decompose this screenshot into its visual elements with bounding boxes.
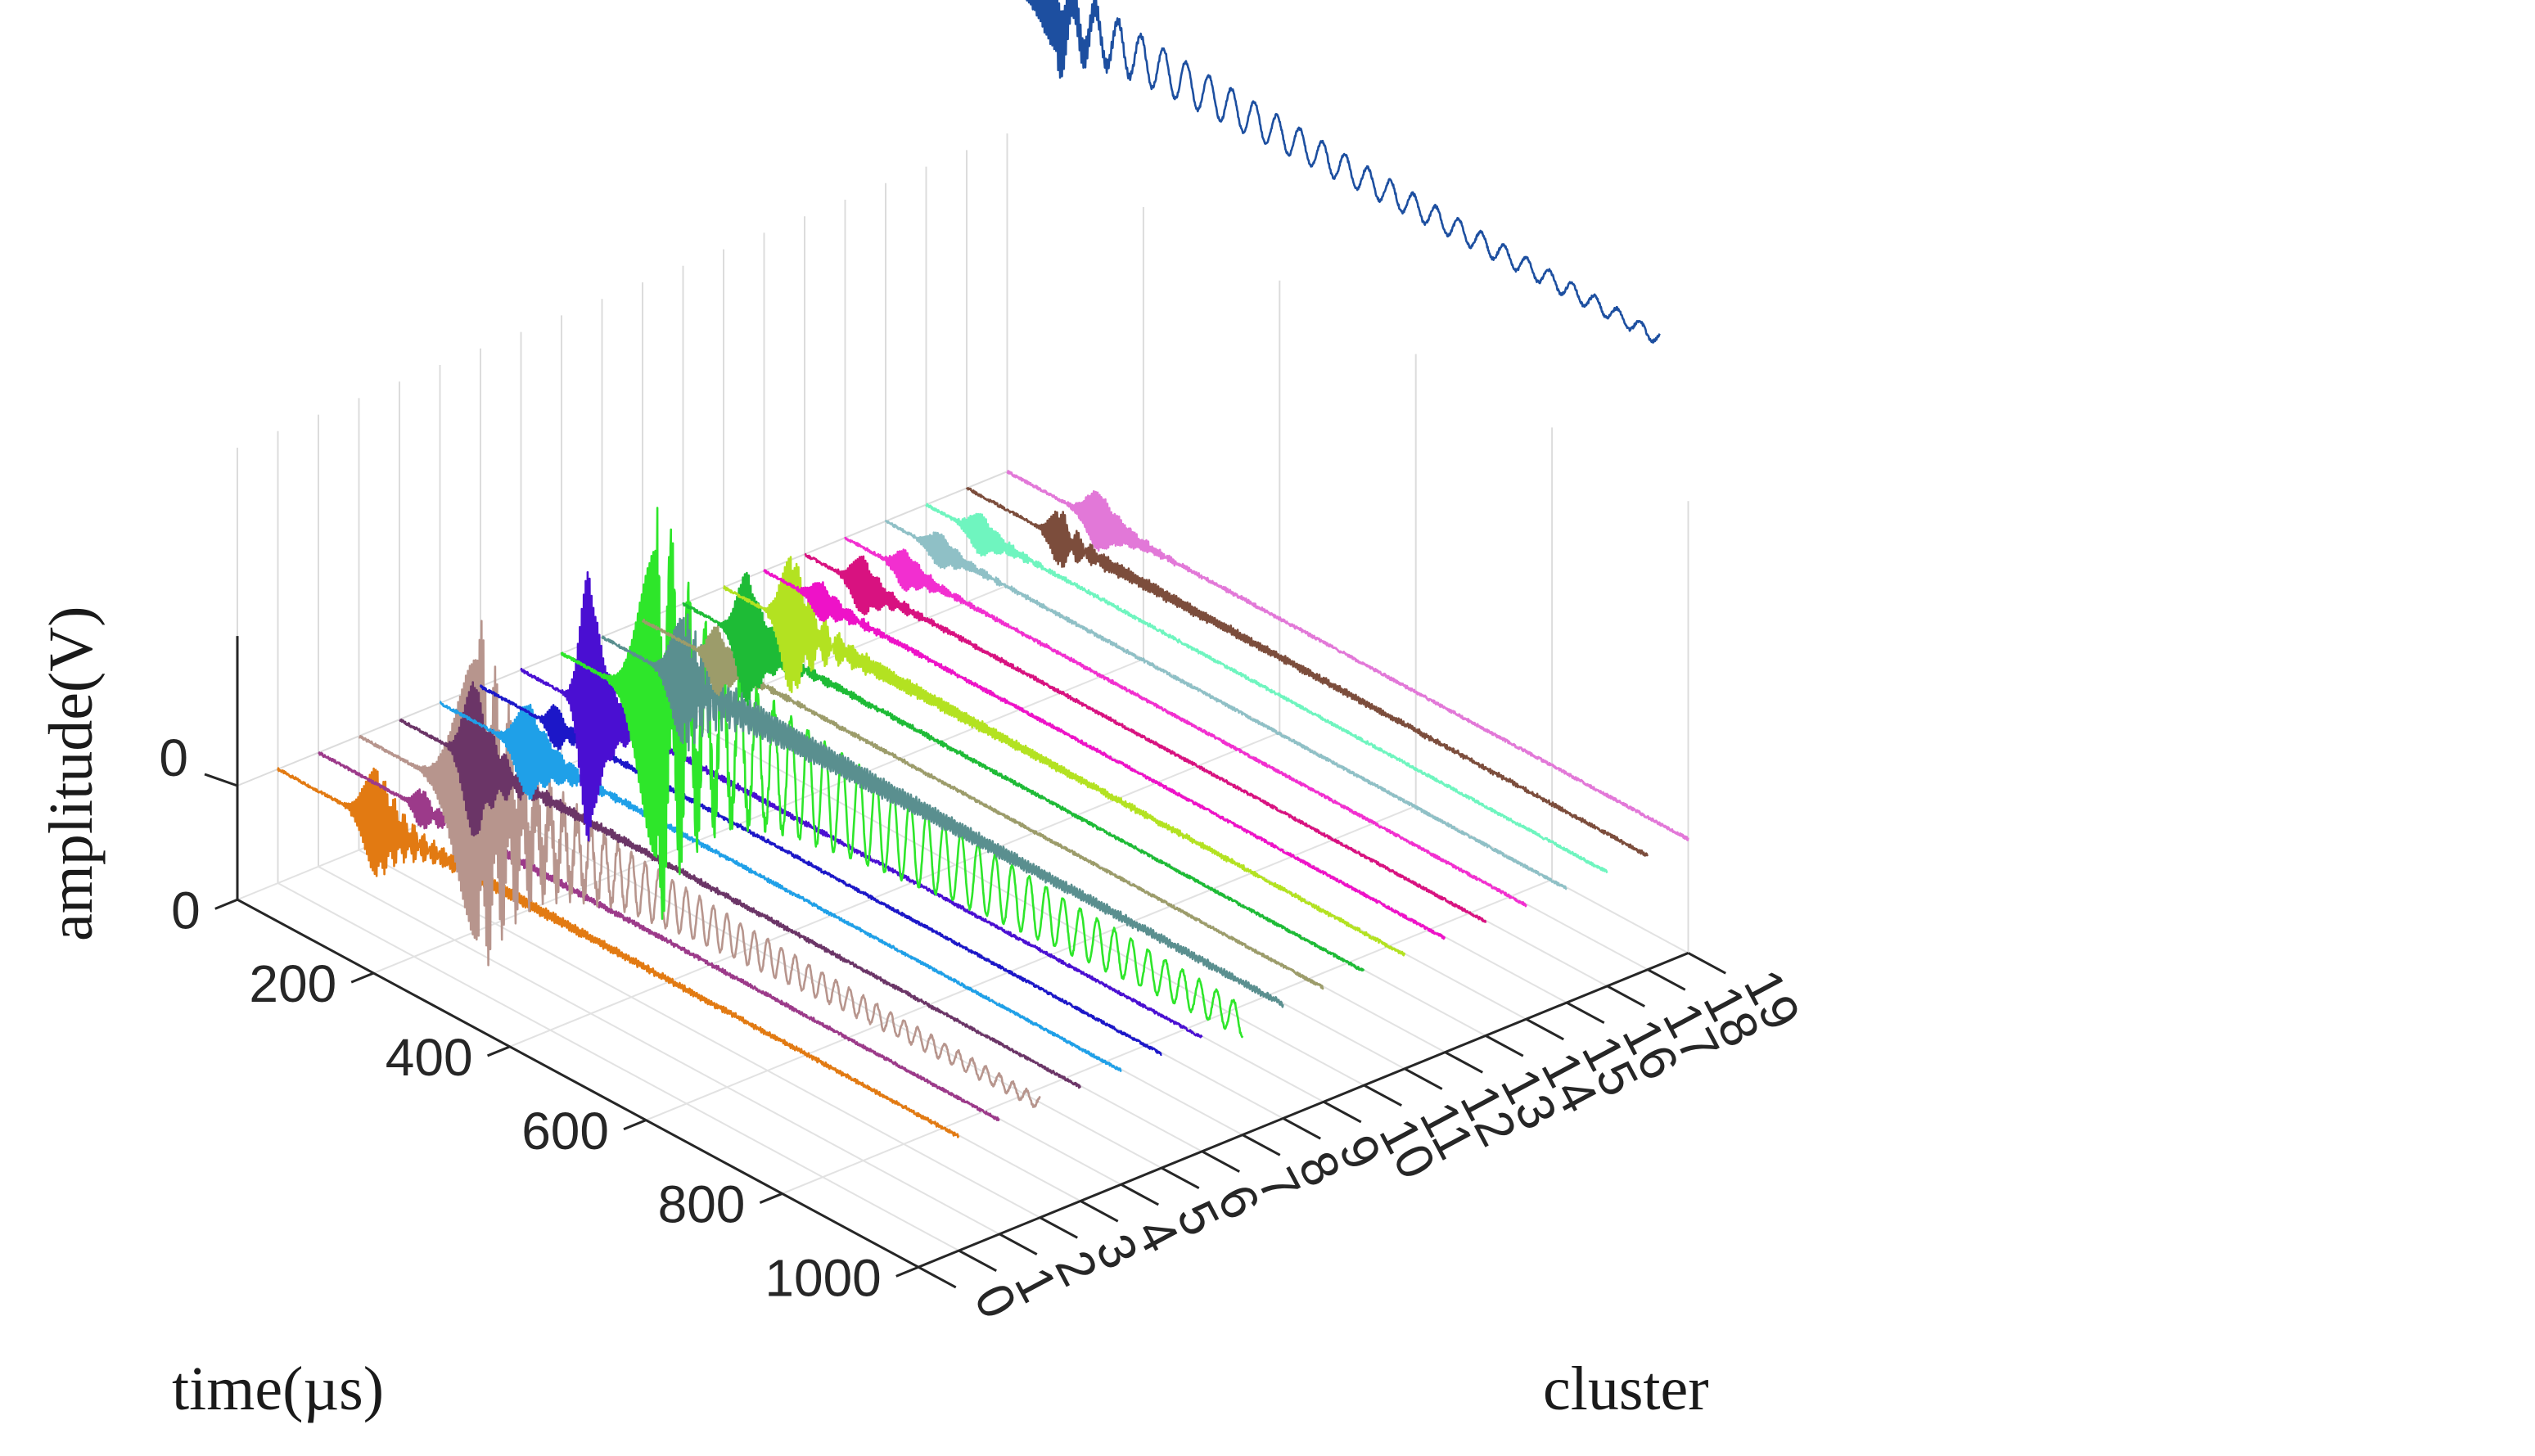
trace-cluster-4 — [399, 681, 1082, 1089]
cluster-tick — [918, 1265, 957, 1289]
trace-cluster-1 — [277, 767, 960, 1138]
time-tick-label: 400 — [386, 1028, 473, 1087]
grid-line-floor — [318, 865, 1000, 1235]
grid-line-floor — [683, 717, 1364, 1086]
cluster-tick — [1485, 1035, 1524, 1057]
cluster-tick — [1323, 1100, 1362, 1124]
trace-cluster-12 — [723, 556, 1406, 957]
time-tick — [895, 1265, 919, 1278]
cluster-tick — [1606, 985, 1645, 1007]
trace-cluster-19 — [1006, 470, 1689, 841]
trace-cluster-5 — [439, 701, 1122, 1073]
axes-layer — [236, 636, 1689, 1269]
traces-layer — [277, 0, 1689, 1138]
grid-line-floor — [277, 882, 959, 1251]
time-tick — [487, 1045, 511, 1057]
cluster-tick — [999, 1233, 1038, 1255]
cluster-tick — [1201, 1150, 1240, 1173]
amplitude-tick — [204, 773, 238, 787]
x-axis-label: time(µs) — [172, 1355, 384, 1423]
y-axis-label: cluster — [1543, 1355, 1709, 1423]
cluster-tick — [1161, 1166, 1200, 1190]
trace-cluster-16 — [884, 519, 1567, 890]
cluster-tick — [1120, 1183, 1159, 1206]
grid-line-floor — [509, 732, 1280, 1048]
cluster-tick — [1647, 968, 1686, 991]
cluster-axis-line — [918, 952, 1689, 1269]
time-tick — [623, 1119, 647, 1131]
trace-cluster-20-offset — [1026, 0, 1661, 344]
cluster-tick — [1525, 1017, 1564, 1041]
cluster-tick — [1242, 1134, 1281, 1156]
trace-cluster-13 — [763, 569, 1446, 940]
grid-line-wall-zero — [237, 471, 1008, 787]
time-tick — [350, 971, 374, 984]
trace-cluster-2 — [318, 751, 1000, 1121]
cluster-tick — [1039, 1216, 1078, 1239]
time-axis-line — [237, 898, 919, 1269]
time-tick — [759, 1192, 783, 1204]
grid-line-floor — [782, 878, 1553, 1195]
grid-line-floor — [645, 805, 1417, 1121]
cluster-tick — [1687, 952, 1726, 975]
time-tick-label: 600 — [521, 1102, 609, 1161]
time-tick-label: 800 — [658, 1175, 746, 1234]
time-tick-label: 200 — [249, 954, 336, 1013]
z-axis-label: amplitude(V) — [37, 606, 106, 941]
trace-cluster-17 — [925, 503, 1608, 874]
amplitude-tick-label: 0 — [159, 728, 188, 787]
cluster-tick — [1282, 1117, 1321, 1140]
trace-cluster-15 — [844, 536, 1527, 908]
cluster-tick — [1566, 1001, 1605, 1025]
trace-cluster-14 — [804, 552, 1487, 923]
time-tick-label: 0 — [171, 881, 201, 940]
trace-cluster-18 — [965, 487, 1649, 857]
trace-cluster-9 — [601, 613, 1284, 1008]
time-tick-label: 1000 — [765, 1248, 881, 1307]
cluster-tick — [1080, 1200, 1119, 1223]
cluster-tick — [1363, 1084, 1402, 1107]
cluster-tick — [1404, 1067, 1443, 1090]
trace-cluster-3 — [358, 620, 1041, 1108]
time-tick — [214, 898, 238, 910]
cluster-tick — [1444, 1051, 1483, 1074]
cluster-tick — [958, 1249, 997, 1273]
